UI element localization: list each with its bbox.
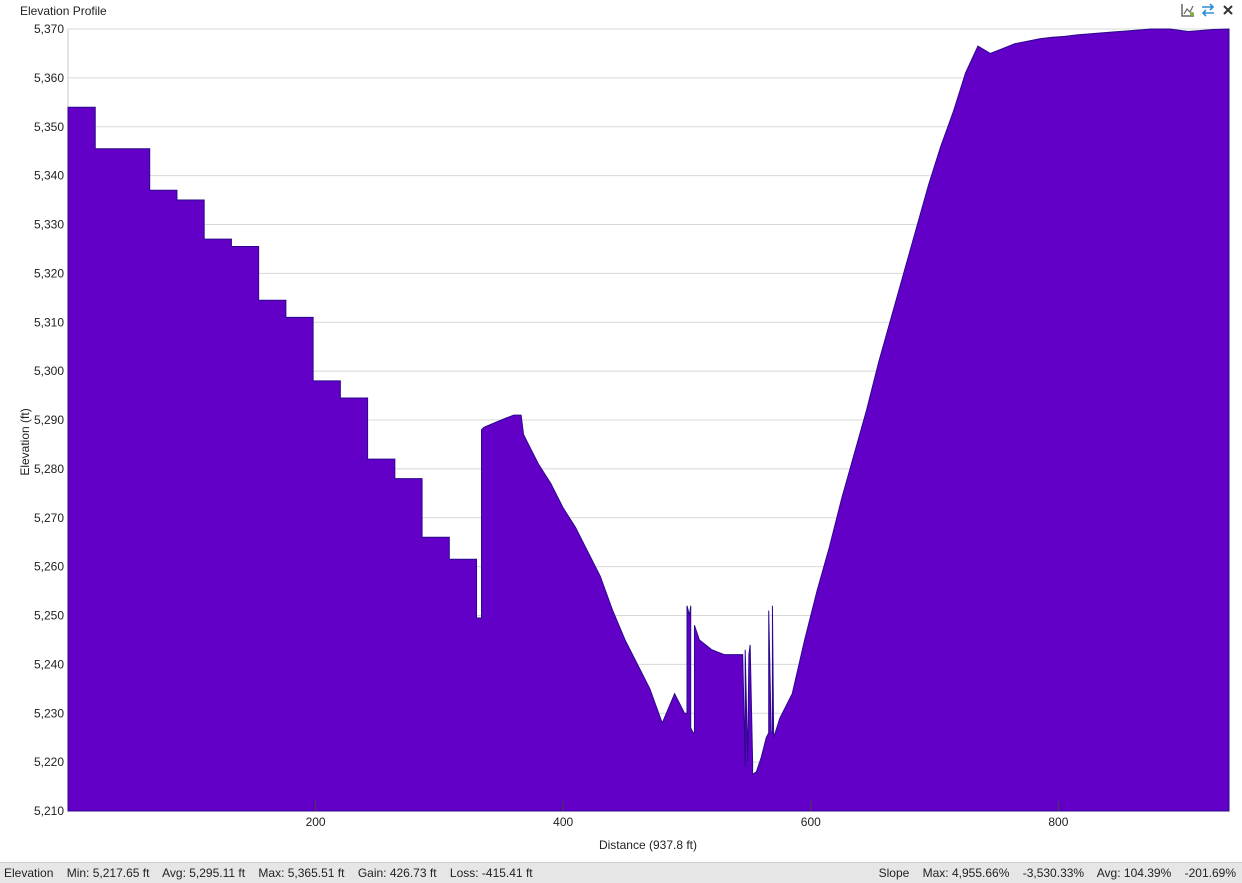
y-tick-label: 5,230 bbox=[34, 706, 64, 720]
slope-min: -3,530.33% bbox=[1022, 866, 1085, 880]
y-tick-label: 5,330 bbox=[34, 218, 64, 232]
elevation-chart: 5,210 5,220 5,230 5,240 5,250 5,260 5,270 5,280… bbox=[0, 22, 1242, 860]
x-tick-label: 400 bbox=[553, 815, 573, 829]
y-tick-label: 5,240 bbox=[34, 657, 64, 671]
slope-avg: Avg: 104.39% bbox=[1096, 866, 1172, 880]
elevation-area bbox=[67, 28, 1230, 812]
y-tick-label: 5,260 bbox=[34, 560, 64, 574]
slope-max: Max: 4,955.66% bbox=[922, 866, 1010, 880]
elevation-max: Max: 5,365.51 ft bbox=[258, 866, 345, 880]
elevation-stats: Elevation Min: 5,217.65 ft Avg: 5,295.11… bbox=[4, 866, 543, 880]
status-bar: Elevation Min: 5,217.65 ft Avg: 5,295.11… bbox=[0, 862, 1242, 883]
title-bar: Elevation Profile bbox=[0, 0, 1242, 22]
y-tick-label: 5,310 bbox=[34, 315, 64, 329]
x-tick-label: 800 bbox=[1048, 815, 1068, 829]
y-tick-label: 5,370 bbox=[34, 22, 64, 36]
slope-label: Slope bbox=[878, 866, 910, 880]
x-axis-ticks: 200 400 600 800 bbox=[306, 801, 1069, 829]
y-tick-label: 5,300 bbox=[34, 364, 64, 378]
elevation-chart-svg: 5,210 5,220 5,230 5,240 5,250 5,260 5,270 5,280… bbox=[18, 22, 1230, 852]
y-tick-label: 5,220 bbox=[34, 755, 64, 769]
y-tick-label: 5,250 bbox=[34, 609, 64, 623]
toolbar bbox=[1180, 2, 1236, 18]
slope-avg-negative: -201.69% bbox=[1184, 866, 1236, 880]
y-tick-label: 5,350 bbox=[34, 120, 64, 134]
y-tick-label: 5,320 bbox=[34, 266, 64, 280]
y-tick-label: 5,360 bbox=[34, 71, 64, 85]
y-tick-label: 5,210 bbox=[34, 804, 64, 818]
y-axis-label: Elevation (ft) bbox=[18, 408, 32, 475]
y-axis-ticks: 5,210 5,220 5,230 5,240 5,250 5,260 5,270 5,280… bbox=[34, 22, 64, 818]
y-tick-label: 5,340 bbox=[34, 169, 64, 183]
elevation-min: Min: 5,217.65 ft bbox=[66, 866, 150, 880]
elevation-avg: Avg: 5,295.11 ft bbox=[162, 866, 246, 880]
elevation-loss: Loss: -415.41 ft bbox=[449, 866, 533, 880]
x-axis-label: Distance (937.8 ft) bbox=[599, 838, 697, 852]
y-tick-label: 5,290 bbox=[34, 413, 64, 427]
swap-direction-icon[interactable] bbox=[1200, 2, 1216, 18]
y-tick-label: 5,270 bbox=[34, 511, 64, 525]
elevation-label: Elevation bbox=[4, 866, 54, 880]
chart-settings-icon[interactable] bbox=[1180, 2, 1196, 18]
elevation-area-path bbox=[67, 28, 1230, 812]
y-tick-label: 5,280 bbox=[34, 462, 64, 476]
slope-stats: Slope Max: 4,955.66% -3,530.33% Avg: 104… bbox=[879, 866, 1236, 880]
x-tick-label: 200 bbox=[306, 815, 326, 829]
close-icon[interactable] bbox=[1220, 2, 1236, 18]
x-tick-label: 600 bbox=[801, 815, 821, 829]
window-title: Elevation Profile bbox=[20, 4, 107, 18]
elevation-gain: Gain: 426.73 ft bbox=[357, 866, 437, 880]
